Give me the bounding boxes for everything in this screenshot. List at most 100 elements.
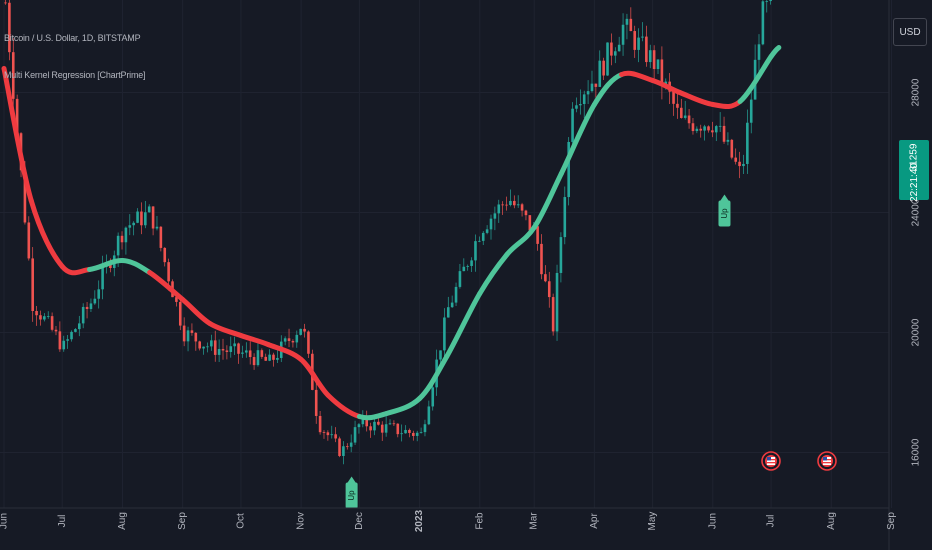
candle-body (412, 432, 415, 436)
candle-body (39, 315, 42, 320)
candle-body (182, 325, 186, 342)
x-tick-label: Dec (354, 512, 365, 530)
candle-body (101, 266, 104, 290)
candle-body (606, 42, 609, 76)
candle-body (155, 226, 159, 229)
candle-body (478, 240, 481, 242)
candle-body (159, 226, 163, 248)
candle-body (423, 424, 427, 433)
candle-body (361, 415, 365, 425)
candle-body (147, 206, 151, 213)
candle-body (637, 37, 640, 50)
candle-body (245, 350, 248, 353)
us-flag-event-icon[interactable] (761, 451, 781, 471)
candle-body (439, 350, 442, 360)
candle-body (388, 423, 392, 425)
candle-body (241, 352, 244, 354)
candle-body (621, 24, 625, 45)
candle-body (81, 306, 85, 324)
candle-body (357, 424, 361, 428)
candle-body (524, 210, 528, 216)
candle-body (528, 215, 532, 231)
signal-box (345, 482, 358, 509)
candle-body (31, 258, 34, 312)
candle-body (74, 329, 77, 332)
x-tick-label: Jun (707, 513, 718, 529)
candle-body (652, 50, 656, 70)
candle-body (516, 204, 520, 206)
candle-body (610, 42, 613, 56)
candle-body (66, 339, 69, 341)
candle-body (497, 204, 501, 214)
candle-body (695, 128, 699, 132)
signal-up-label[interactable]: Up (345, 476, 358, 509)
candle-body (540, 243, 543, 275)
candle-body (178, 301, 182, 326)
candle-body (54, 329, 58, 332)
x-tick-label: Mar (529, 512, 540, 530)
candle-body (513, 200, 516, 206)
signal-up-label[interactable]: Up (718, 194, 731, 227)
candle-body (392, 423, 396, 425)
candle-body (629, 18, 633, 32)
kernel-regression-segment (1, 66, 34, 203)
indicator-legend[interactable]: Multi Kernel Regression [ChartPrime] (4, 70, 146, 80)
candle-body (256, 350, 260, 366)
currency-button[interactable]: USD (893, 18, 927, 46)
candle-body (536, 226, 539, 244)
candle-body (27, 222, 31, 259)
kernel-regression-segment (86, 258, 125, 272)
candle-body (62, 340, 66, 350)
candle-body (194, 332, 198, 342)
candle-body (408, 429, 411, 433)
candle-body (314, 389, 318, 416)
candle-body (252, 357, 256, 366)
candle-body (415, 432, 419, 436)
candle-body (664, 81, 668, 85)
candle-body (15, 98, 19, 134)
candle-body (50, 316, 54, 330)
x-tick-label: Jul (57, 515, 68, 528)
candle-body (23, 170, 27, 223)
candle-body (303, 328, 306, 332)
candle-body (730, 139, 734, 158)
kernel-regression-segment (325, 393, 362, 419)
candle-body (225, 350, 229, 352)
kernel-regression-segment (677, 90, 716, 107)
candle-body (625, 18, 629, 25)
kernel-regression-segment (298, 357, 331, 398)
x-tick-label: Aug (826, 512, 837, 530)
candle-body (722, 125, 726, 142)
symbol-legend[interactable]: Bitcoin / U.S. Dollar, 1D, BITSTAMP (4, 33, 141, 43)
candle-body (140, 211, 143, 226)
candle-body (120, 235, 124, 243)
candle-body (509, 200, 512, 206)
candle-body (93, 298, 97, 304)
us-flag-event-icon[interactable] (817, 451, 837, 471)
candle-body (602, 60, 605, 76)
x-tick-label: Sep (177, 512, 188, 530)
candle-body (563, 197, 567, 238)
x-tick-label: 2023 (414, 509, 425, 532)
candle-body (384, 424, 388, 433)
kernel-regression-segment (531, 171, 564, 230)
kernel-regression-segment (591, 72, 625, 107)
candle-body (11, 52, 15, 99)
candle-body (656, 59, 660, 70)
candle-body (443, 317, 446, 351)
candle-body (163, 247, 167, 263)
kernel-regression-segment (180, 297, 213, 326)
candle-body (345, 446, 349, 448)
candle-body (738, 161, 741, 167)
candle-body (749, 99, 753, 123)
kernel-regression-segment (710, 99, 743, 110)
candle-body (648, 50, 652, 63)
candle-body (217, 349, 221, 355)
candle-body (734, 157, 737, 162)
candle-body (769, 0, 772, 2)
candle-body (520, 204, 524, 211)
candle-body (462, 266, 466, 272)
